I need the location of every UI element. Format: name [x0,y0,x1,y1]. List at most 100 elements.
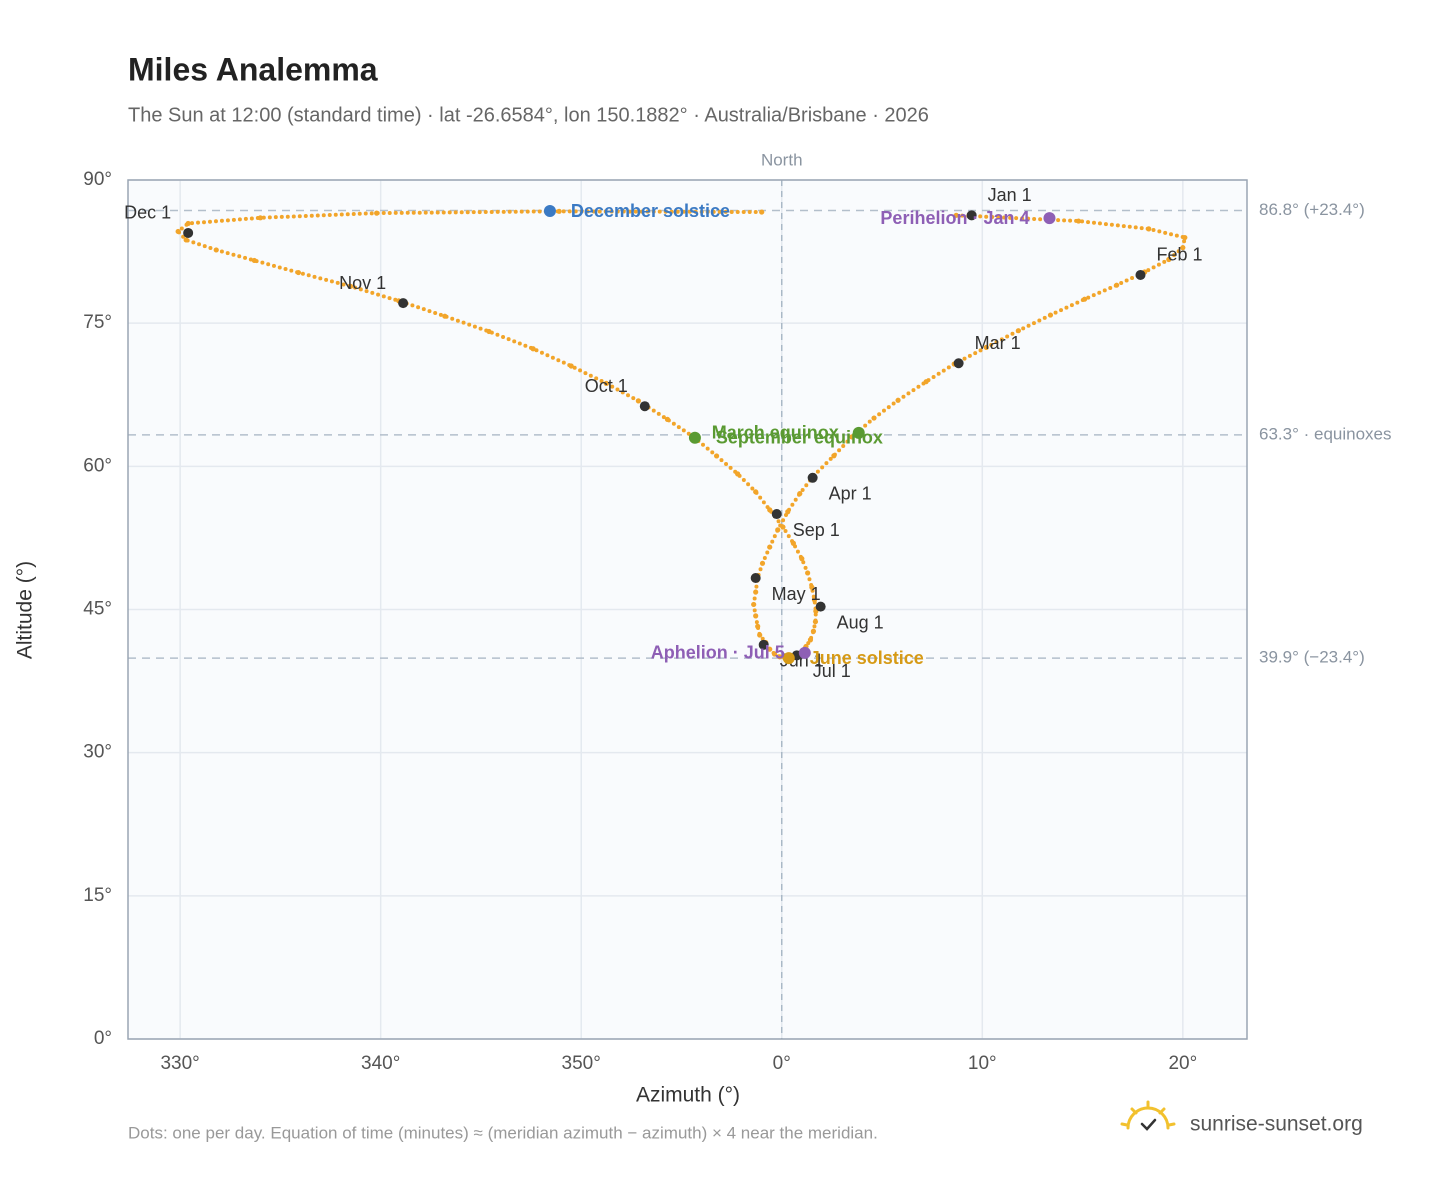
daily-dot [1114,282,1120,288]
y-tick-label: 15° [83,885,112,906]
daily-dot [753,489,759,495]
daily-dot [895,397,901,403]
reference-label: 63.3° · equinoxes [1259,424,1392,443]
x-tick-label: 350° [562,1053,601,1074]
month-dot [771,509,782,520]
month-dot [183,227,194,238]
daily-dot [1015,328,1021,334]
daily-dot [185,220,191,227]
daily-dot [1180,245,1186,251]
chart-subtitle: The Sun at 12:00 (standard time) · lat -… [128,104,929,126]
event-dot [798,646,811,659]
y-tick-label: 0° [94,1028,112,1049]
daily-dot [797,491,803,497]
month-dot [750,573,761,584]
month-dot [953,358,964,369]
daily-dot [805,570,811,576]
daily-dot [374,210,380,216]
daily-dot [556,208,562,214]
daily-dot [1081,296,1088,302]
daily-dot [175,228,181,235]
event-label: Perihelion · Jan 4 [880,208,1029,228]
daily-dot [983,344,989,351]
daily-dot [767,507,773,513]
x-tick-label: 330° [160,1053,199,1074]
daily-dot [799,556,805,562]
plot-frame [127,179,1248,1040]
daily-dot [530,346,536,352]
y-tick-label: 45° [83,599,112,620]
daily-dot [810,628,817,634]
event-dot [688,431,701,444]
month-label: Nov 1 [339,273,386,293]
daily-dot [1166,256,1172,263]
month-dot [966,210,977,221]
daily-dot [251,257,257,264]
daily-dot [568,363,574,369]
month-label: Dec 1 [124,203,171,223]
daily-dot [785,509,791,515]
month-dot [639,401,650,412]
daily-dot [777,654,783,660]
daily-dot [603,380,609,386]
y-axis-label: Altitude (°) [14,561,37,659]
y-tick-label: 30° [83,742,112,763]
reference-label: 86.8° (+23.4°) [1259,200,1365,219]
daily-dot [1075,218,1082,224]
daily-dot [812,619,819,625]
daily-dot [790,540,796,546]
chart-title: Miles Analemma [128,51,378,87]
reference-label: 39.9° (−23.4°) [1259,648,1365,667]
daily-dot [664,416,671,422]
brand-icon [1120,1100,1176,1131]
daily-dot [767,544,773,550]
month-label: Jul 1 [813,661,851,681]
daily-dot [780,524,786,530]
month-dot [1135,269,1146,280]
footnote: Dots: one per day. Equation of time (min… [128,1123,878,1142]
daily-dot [753,589,759,595]
daily-dot [1146,226,1152,232]
daily-dot [923,379,929,385]
daily-dot [809,584,815,590]
daily-dot [735,471,741,477]
x-tick-label: 0° [773,1053,791,1074]
month-dot [758,639,769,650]
y-tick-label: 75° [83,312,112,333]
month-dot [815,601,826,612]
daily-dot [775,527,781,533]
daily-dot [807,637,814,643]
month-label: Aug 1 [837,612,884,632]
daily-dot [442,313,448,319]
month-label: Apr 1 [829,484,872,504]
daily-dot [849,434,855,440]
event-dot [782,652,795,665]
daily-dot [771,651,778,657]
x-tick-label: 340° [361,1053,400,1074]
event-dot [1043,212,1056,225]
daily-dot [767,646,773,652]
daily-dot [811,597,818,603]
north-label: North [761,150,803,169]
month-dot [398,298,409,309]
brand-name: sunrise-sunset.org [1190,1113,1363,1136]
daily-dot [295,269,302,276]
month-label: Feb 1 [1157,245,1203,265]
daily-dot [751,601,757,608]
daily-dot [257,215,263,221]
daily-dot [183,237,189,243]
event-label: Aphelion · Jul 5 [651,643,785,663]
daily-dot [831,453,837,459]
month-label: Sep 1 [793,520,840,540]
daily-dot [1182,234,1188,241]
month-label: May 1 [772,584,821,604]
month-label: Jan 1 [988,185,1032,205]
event-label: June solstice [810,648,924,668]
daily-dot [213,247,219,253]
daily-dot [713,453,720,459]
month-label: Oct 1 [585,376,628,396]
x-axis-label: Azimuth (°) [636,1084,740,1107]
daily-dot [1047,312,1054,318]
